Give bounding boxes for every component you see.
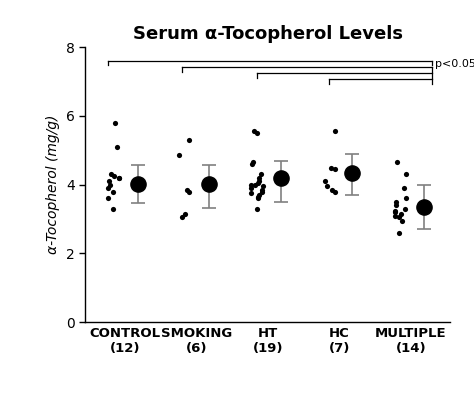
Point bbox=[257, 171, 264, 178]
Point bbox=[400, 185, 408, 191]
Point bbox=[393, 159, 401, 165]
Point bbox=[175, 152, 183, 159]
Point bbox=[399, 218, 406, 224]
Point bbox=[247, 182, 255, 188]
Point bbox=[331, 188, 339, 195]
Point bbox=[253, 206, 261, 212]
Y-axis label: α-Tocopherol (mg/g): α-Tocopherol (mg/g) bbox=[46, 115, 61, 254]
Point bbox=[255, 195, 262, 202]
Point bbox=[402, 171, 410, 178]
Point bbox=[115, 174, 123, 181]
Point bbox=[321, 178, 329, 184]
Point bbox=[259, 183, 266, 189]
Point bbox=[391, 213, 399, 219]
Point bbox=[255, 178, 263, 184]
Text: p<0.05: p<0.05 bbox=[435, 59, 474, 69]
Point bbox=[420, 204, 428, 210]
Point bbox=[109, 206, 117, 212]
Point bbox=[392, 202, 399, 208]
Point bbox=[277, 174, 284, 181]
Point bbox=[403, 195, 410, 202]
Point bbox=[110, 173, 118, 179]
Point bbox=[115, 174, 123, 181]
Point bbox=[106, 182, 114, 188]
Point bbox=[391, 208, 399, 214]
Title: Serum α-Tocopherol Levels: Serum α-Tocopherol Levels bbox=[133, 25, 403, 43]
Point bbox=[134, 181, 141, 187]
Point bbox=[254, 130, 261, 136]
Point bbox=[104, 185, 112, 191]
Point bbox=[254, 180, 262, 186]
Point bbox=[331, 128, 338, 134]
Point bbox=[182, 211, 189, 217]
Point bbox=[401, 206, 409, 212]
Point bbox=[249, 159, 257, 165]
Point bbox=[258, 187, 265, 193]
Point bbox=[248, 161, 255, 167]
Point bbox=[113, 144, 120, 150]
Point bbox=[254, 194, 262, 200]
Point bbox=[105, 178, 113, 184]
Point bbox=[397, 211, 404, 217]
Point bbox=[392, 199, 400, 205]
Point bbox=[251, 128, 258, 134]
Point bbox=[111, 119, 118, 126]
Point bbox=[247, 190, 255, 196]
Point bbox=[331, 166, 339, 173]
Point bbox=[323, 183, 331, 189]
Point bbox=[348, 169, 356, 176]
Point bbox=[255, 192, 263, 198]
Point bbox=[185, 137, 193, 143]
Point bbox=[104, 195, 112, 202]
Point bbox=[395, 230, 403, 236]
Point bbox=[328, 164, 335, 171]
Point bbox=[247, 185, 255, 191]
Point bbox=[183, 187, 191, 193]
Point bbox=[395, 214, 402, 220]
Point bbox=[328, 187, 336, 193]
Point bbox=[255, 174, 263, 181]
Point bbox=[108, 171, 115, 178]
Point bbox=[178, 214, 186, 220]
Point bbox=[391, 209, 399, 215]
Point bbox=[251, 182, 259, 188]
Point bbox=[185, 188, 192, 195]
Point bbox=[205, 181, 213, 187]
Point bbox=[258, 188, 266, 195]
Point bbox=[109, 188, 117, 195]
